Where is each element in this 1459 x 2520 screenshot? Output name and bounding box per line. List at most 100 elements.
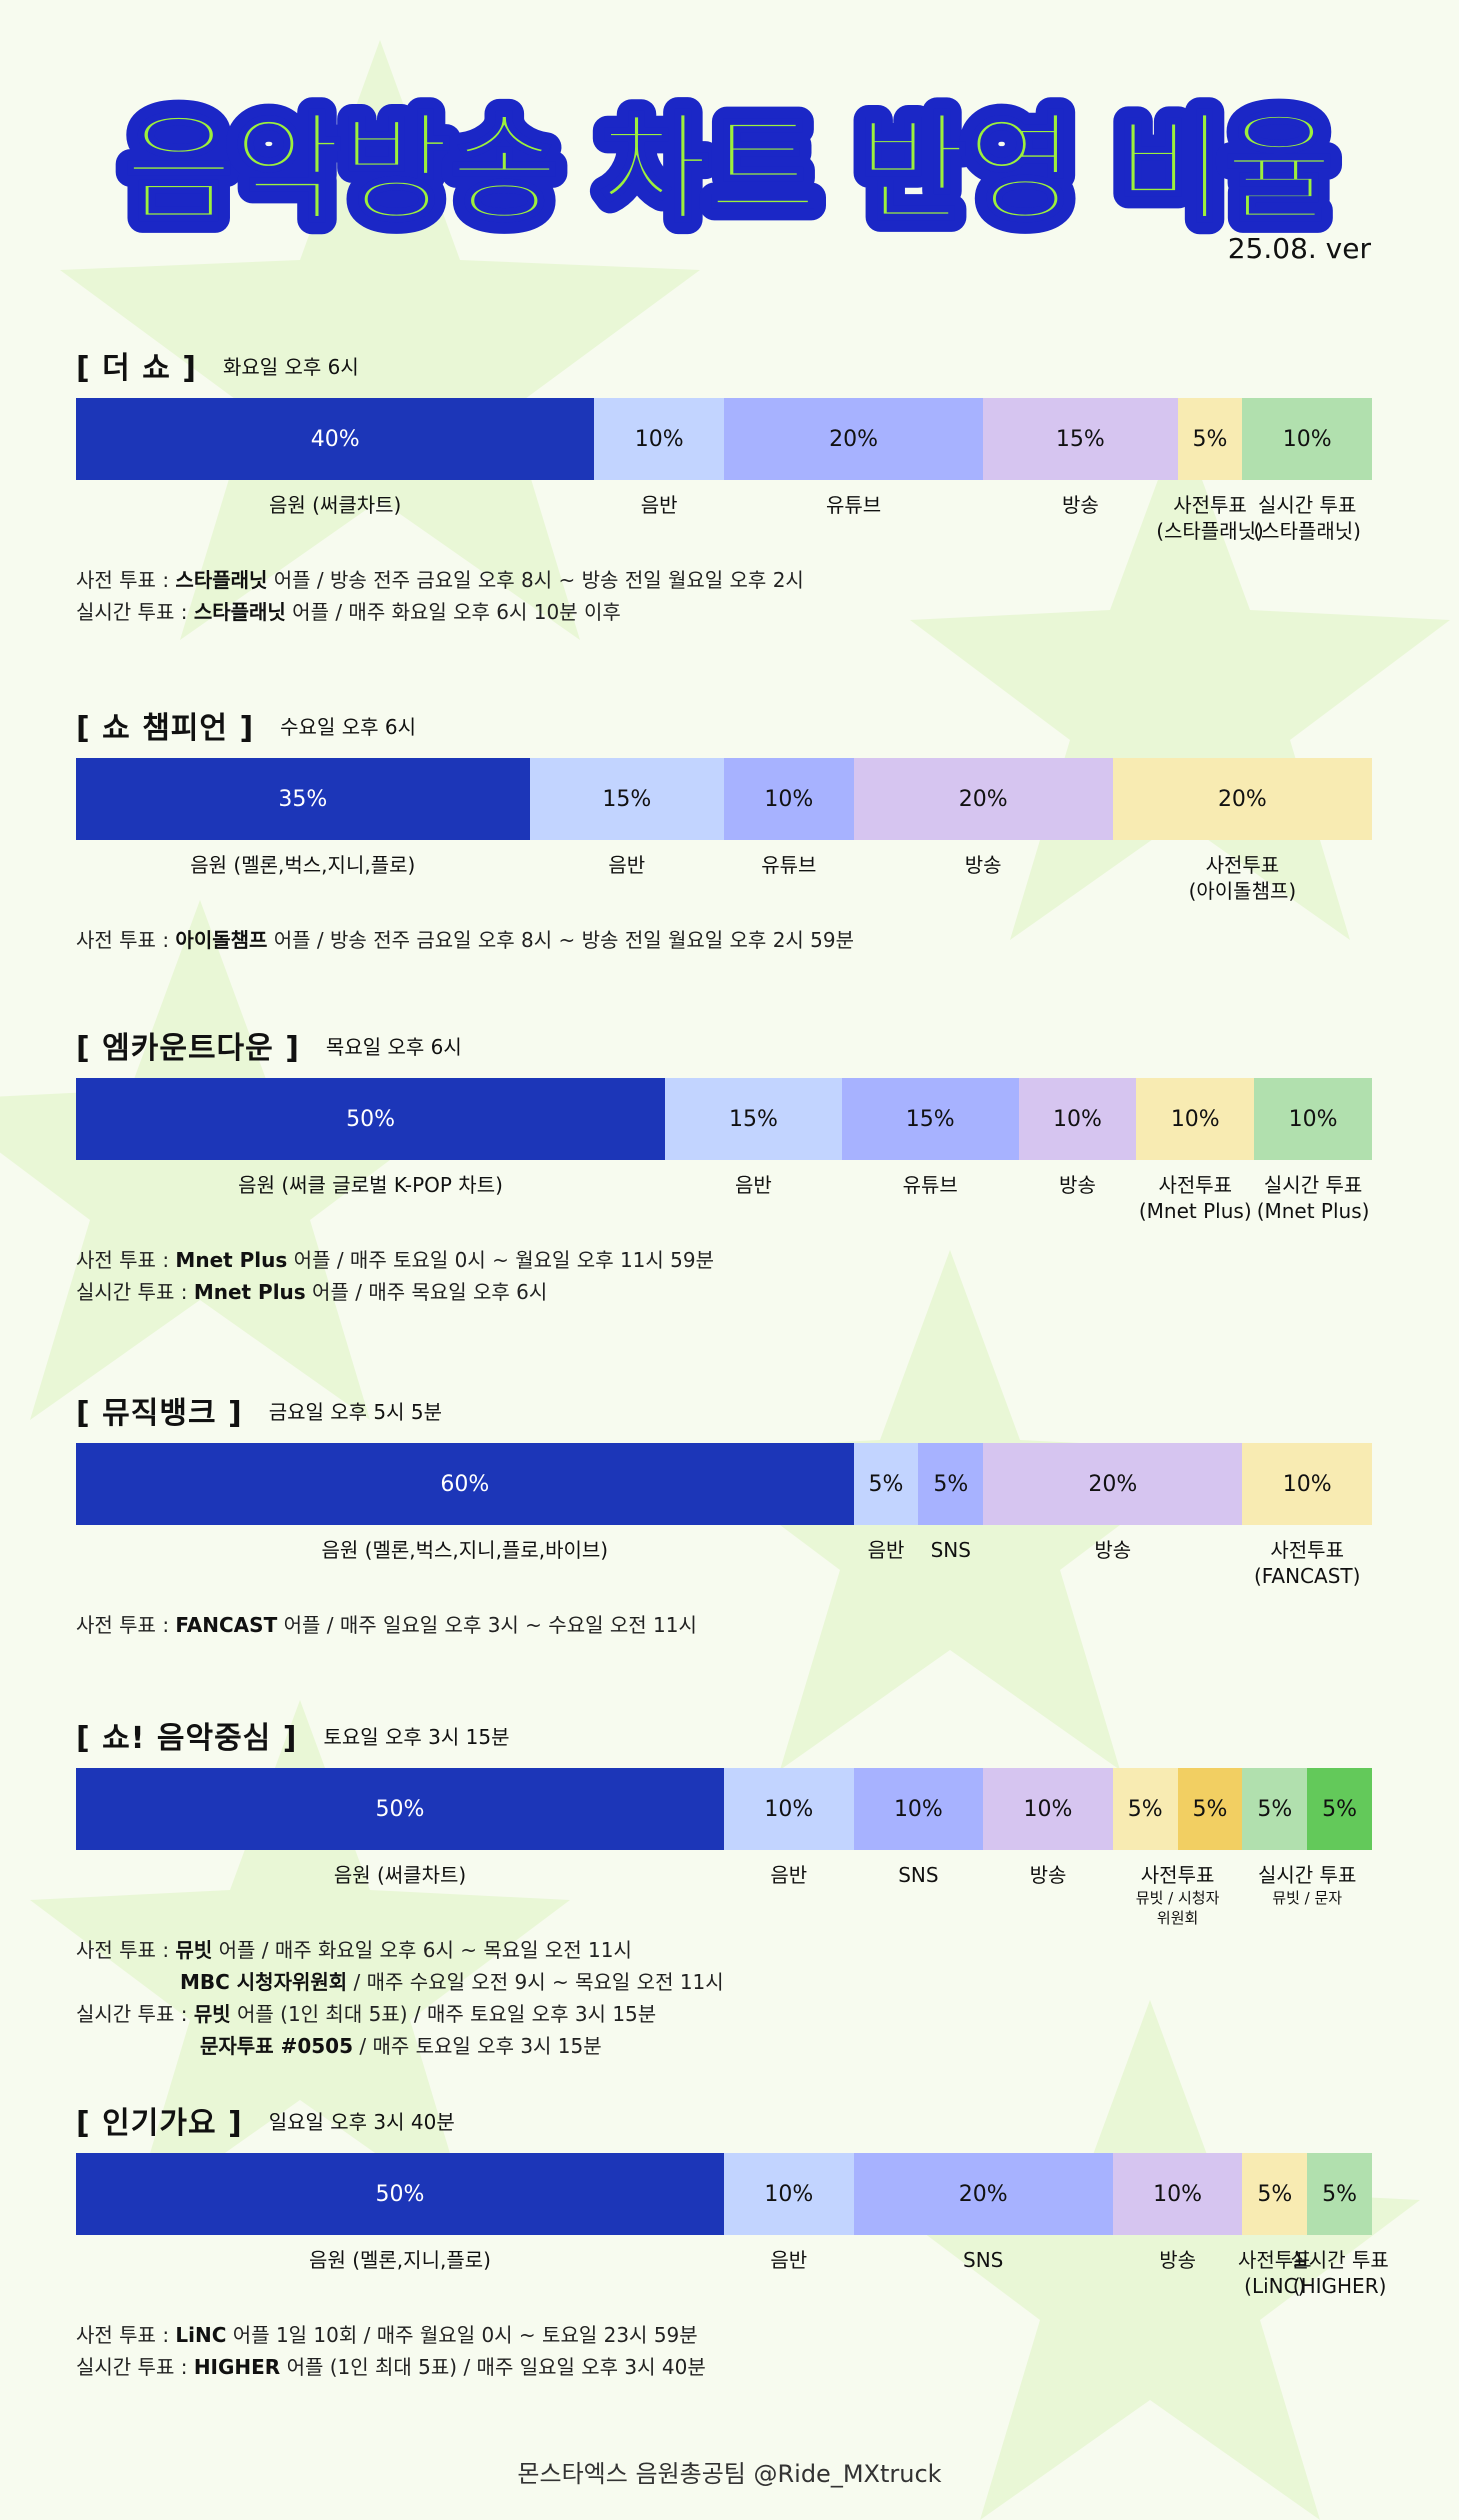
vote-platform: HIGHER <box>193 2355 281 2379</box>
vote-note: 실시간 투표 : Mnet Plus 어플 / 매주 목요일 오후 6시 <box>76 1280 548 1304</box>
segment-label: 음반 <box>770 1863 808 1887</box>
vote-note: 사전 투표 : 아이돌챔프 어플 / 방송 전주 금요일 오후 8시 ~ 방송 … <box>76 928 855 952</box>
bar-segment: 5% <box>853 1443 919 1525</box>
vote-note: 실시간 투표 : 스타플래닛 어플 / 매주 화요일 오후 6시 10분 이후 <box>76 600 621 624</box>
section-header: [ 더 쇼 ] 화요일 오후 6시 <box>76 340 1376 390</box>
segment-label: 방송 <box>1159 2248 1196 2272</box>
section-airtime: 화요일 오후 6시 <box>222 354 359 379</box>
bar-labels: 음원 (써클 글로벌 K-POP 차트) 음반 유튜브 방송 사전투표 (Mnet Plu… <box>76 1160 1372 1244</box>
stacked-bar: 50% 10% 20% 10% 5% 5% <box>76 2153 1372 2235</box>
section-airtime: 일요일 오후 3시 40분 <box>268 2109 455 2134</box>
section-airtime: 토요일 오후 3시 15분 <box>323 1724 510 1749</box>
segment-sublabel: 뮤빗 / 시청자 위원회 <box>1135 1889 1220 1927</box>
bar-segment: 10% <box>724 2153 854 2235</box>
vote-note: 사전 투표 : LiNC 어플 1일 10회 / 매주 월요일 0시 ~ 토요일… <box>76 2323 698 2347</box>
section-title: [ 쇼 챔피언 ] <box>76 711 255 746</box>
stacked-bar: 50% 15% 15% 10% 10% 10% <box>76 1078 1372 1160</box>
bar-segment: 15% <box>529 758 724 840</box>
segment-label: 음원 (써클차트) <box>269 493 402 517</box>
segment-label: 음반 <box>770 2248 808 2272</box>
segment-label: 사전투표 (FANCAST) <box>1253 1538 1361 1588</box>
section-title: [ 인기가요 ] <box>76 2106 243 2141</box>
page-title: 음악방송 차트 반영 비율 <box>125 100 1334 238</box>
vote-platform: Mnet Plus <box>193 1280 306 1304</box>
vote-note: 실시간 투표 : 뮤빗 어플 (1인 최대 5표) / 매주 토요일 오후 3시… <box>76 2002 657 2026</box>
segment-label: 사전투표 (스타플래닛) <box>1156 493 1264 543</box>
vote-platform: MBC 시청자위원회 <box>180 1970 348 1994</box>
section-airtime: 수요일 오후 6시 <box>280 714 416 739</box>
bar-segment: 10% <box>1242 398 1372 480</box>
vote-platform: 스타플래닛 <box>193 600 286 624</box>
bar-segment: 10% <box>853 1768 984 1850</box>
stacked-bar: 40% 10% 20% 15% 5% 10% <box>76 398 1372 480</box>
bar-segment: 5% <box>1177 398 1243 480</box>
stacked-bar: 60% 5% 5% 20% 10% <box>76 1443 1372 1525</box>
bar-segment: 10% <box>1136 1078 1255 1160</box>
segment-label: 음원 (멜론,벅스,지니,플로) <box>190 853 416 877</box>
bar-segment: 10% <box>594 398 724 480</box>
segment-label: 음원 (써클차트) <box>333 1863 467 1887</box>
bar-segment: 10% <box>1112 2153 1243 2235</box>
segment-label: SNS <box>898 1863 939 1887</box>
segment-label: 음반 <box>735 1173 772 1197</box>
section-title: [ 쇼! 음악중심 ] <box>76 1721 298 1756</box>
vote-platform: LiNC <box>175 2323 227 2347</box>
bar-segment: 20% <box>853 2153 1113 2235</box>
vote-platform: Mnet Plus <box>175 1248 288 1272</box>
bar-segment: 10% <box>1018 1078 1137 1160</box>
bar-segment: 60% <box>76 1443 854 1525</box>
segment-label: 방송 <box>1029 1863 1067 1887</box>
bar-segment: 40% <box>76 398 595 480</box>
bar-labels: 음원 (써클차트) 음반 유튜브 방송 사전투표 (스타플래닛) 실시간 투표 (스타플래닛) <box>76 480 1372 564</box>
chart-section: [ 더 쇼 ] 화요일 오후 6시 40% 10% 20% 15% 5% 10% 음원 (써클차… <box>76 340 1376 628</box>
bar-segment: 50% <box>76 2153 724 2235</box>
segment-label: SNS <box>930 1538 971 1562</box>
vote-platform: 뮤빗 <box>193 2002 231 2026</box>
bar-segment: 5% <box>1307 1768 1372 1850</box>
bar-segment: 10% <box>983 1768 1113 1850</box>
bar-labels: 음원 (써클차트) 음반 SNS 방송 사전투표 뮤빗 / 시청자 위원회 실시간 투표 뮤빗 … <box>76 1850 1372 1934</box>
bar-segment: 5% <box>1177 1768 1243 1850</box>
bar-segment: 5% <box>1112 1768 1178 1850</box>
segment-label: 음반 <box>867 1538 905 1562</box>
segment-label: 음원 (멜론,벅스,지니,플로,바이브) <box>321 1538 609 1562</box>
section-header: [ 인기가요 ] 일요일 오후 3시 40분 <box>76 2095 1376 2145</box>
bg-star-icon <box>910 420 1450 940</box>
chart-section: [ 쇼! 음악중심 ] 토요일 오후 3시 15분 50% 10% 10% 10% 5% 5%… <box>76 1710 1376 2062</box>
vote-note: 사전 투표 : 스타플래닛 어플 / 방송 전주 금요일 오후 8시 ~ 방송 … <box>76 568 804 592</box>
chart-section: [ 뮤직뱅크 ] 금요일 오후 5시 5분 60% 5% 5% 20% 10% 음원 (멜론,… <box>76 1385 1376 1641</box>
bar-segment: 5% <box>1307 2153 1372 2235</box>
stacked-bar: 50% 10% 10% 10% 5% 5% 5% 5% <box>76 1768 1372 1850</box>
segment-label: 방송 <box>1094 1538 1132 1562</box>
bar-segment: 10% <box>1242 1443 1372 1525</box>
vote-note: 사전 투표 : 뮤빗 어플 / 매주 화요일 오후 6시 ~ 목요일 오전 11… <box>76 1938 632 1962</box>
vote-platform: 아이돌챔프 <box>175 928 268 952</box>
section-airtime: 금요일 오후 5시 5분 <box>268 1399 443 1424</box>
bg-star-icon <box>880 2000 1420 2520</box>
title-block: 음악방송 차트 반영 비율 음악방송 차트 반영 비율 <box>0 70 1459 260</box>
bar-labels: 음원 (멜론,벅스,지니,플로,바이브) 음반 SNS 방송 사전투표 (FANCAST) <box>76 1525 1372 1609</box>
segment-label: 음원 (멜론,지니,플로) <box>309 2248 491 2272</box>
segment-label: 사전투표 뮤빗 / 시청자 위원회 <box>1108 1862 1248 1928</box>
bar-segment: 20% <box>853 758 1113 840</box>
vote-note: 사전 투표 : Mnet Plus 어플 / 매주 토요일 0시 ~ 월요일 오… <box>76 1248 715 1272</box>
segment-label: 유튜브 <box>902 1173 958 1197</box>
chart-section: [ 인기가요 ] 일요일 오후 3시 40분 50% 10% 20% 10% 5% 5% 음원 … <box>76 2095 1389 2383</box>
segment-label: SNS <box>963 2248 1004 2272</box>
vote-note: MBC 시청자위원회 / 매주 수요일 오전 9시 ~ 목요일 오전 11시 <box>180 1970 724 1994</box>
bar-segment: 20% <box>1112 758 1372 840</box>
bar-segment: 15% <box>983 398 1178 480</box>
segment-label: 방송 <box>1061 493 1099 517</box>
segment-label: 실시간 투표 (HIGHER) <box>1290 2248 1389 2298</box>
vote-note: 문자투표 #0505 / 매주 토요일 오후 3시 15분 <box>200 2034 602 2058</box>
bg-star-icon <box>30 1700 570 2220</box>
bar-segment: 15% <box>665 1078 842 1160</box>
section-header: [ 뮤직뱅크 ] 금요일 오후 5시 5분 <box>76 1385 1376 1435</box>
vote-platform: 뮤빗 <box>175 1938 213 1962</box>
bar-labels: 음원 (멜론,지니,플로) 음반 SNS 방송 사전투표 (LiNC) 실시간 투표 (HIG… <box>76 2235 1389 2319</box>
bar-segment: 50% <box>76 1078 666 1160</box>
bar-labels: 음원 (멜론,벅스,지니,플로) 음반 유튜브 방송 사전투표 (아이돌챔프) <box>76 840 1372 924</box>
bar-segment: 35% <box>76 758 530 840</box>
section-title: [ 뮤직뱅크 ] <box>76 1396 243 1431</box>
segment-label: 유튜브 <box>825 493 882 517</box>
